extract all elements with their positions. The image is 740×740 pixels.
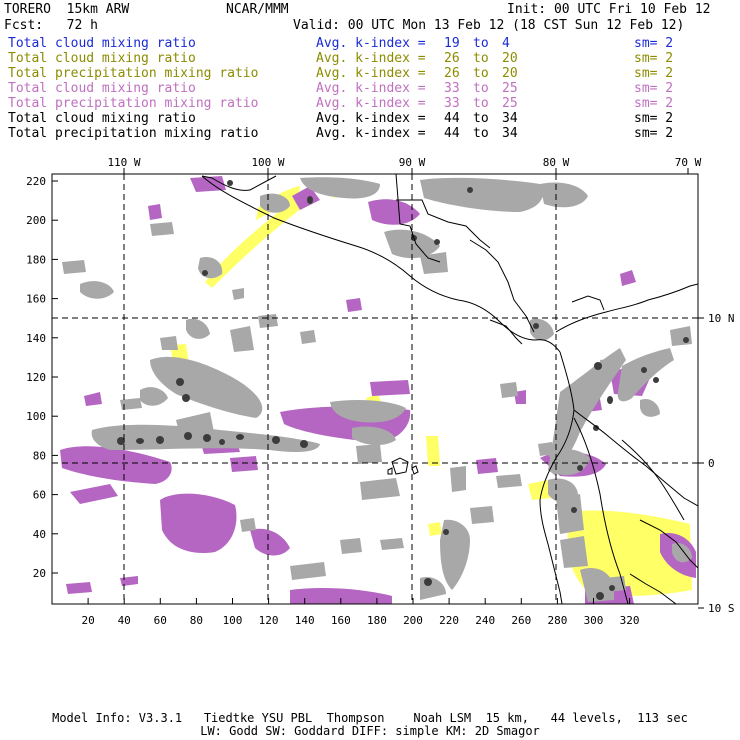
legend-kindex-start: 33 (444, 81, 460, 96)
legend-field: Total cloud mixing ratio (8, 51, 196, 66)
legend-to: to (473, 111, 489, 126)
x-tick-label: 100 (223, 614, 243, 627)
legend-kindex-label: Avg. k-index = (316, 81, 426, 96)
lat-label: 0 (708, 457, 715, 470)
lat-label: 10 N (708, 312, 735, 325)
y-tick-label: 200 (26, 214, 46, 227)
legend-smoothing: sm= 2 (634, 66, 674, 81)
legend-kindex-start: 44 (444, 126, 460, 141)
axis-ticks (52, 168, 704, 609)
legend-kindex-start: 26 (444, 66, 460, 81)
legend-kindex-end: 34 (502, 111, 518, 126)
x-tick-label: 180 (367, 614, 387, 627)
legend-field: Total cloud mixing ratio (8, 36, 196, 51)
y-tick-label: 100 (26, 410, 46, 423)
x-tick-label: 80 (190, 614, 203, 627)
x-tick-label: 260 (511, 614, 531, 627)
legend-field: Total precipitation mixing ratio (8, 96, 259, 111)
legend-to: to (473, 36, 489, 51)
legend-kindex-end: 25 (502, 96, 518, 111)
legend-to: to (473, 126, 489, 141)
x-tick-label: 20 (81, 614, 94, 627)
legend-kindex-end: 25 (502, 81, 518, 96)
lon-label: 70 W (675, 156, 702, 169)
legend-smoothing: sm= 2 (634, 81, 674, 96)
lat-label: 10 S (708, 602, 735, 615)
x-tick-label: 220 (439, 614, 459, 627)
axis-tick-labels: 20 40 60 80 100 120 140 160 180 200 220 240 260 280 30… (26, 156, 734, 627)
legend-field: Total cloud mixing ratio (8, 111, 196, 126)
legend-to: to (473, 51, 489, 66)
y-tick-label: 120 (26, 371, 46, 384)
y-tick-label: 20 (33, 567, 46, 580)
legend-to: to (473, 96, 489, 111)
legend-kindex-label: Avg. k-index = (316, 111, 426, 126)
legend-smoothing: sm= 2 (634, 126, 674, 141)
valid-time: Valid: 00 UTC Mon 13 Feb 12 (18 CST Sun … (293, 18, 685, 33)
x-tick-label: 320 (620, 614, 640, 627)
legend-kindex-end: 34 (502, 126, 518, 141)
x-tick-label: 140 (295, 614, 315, 627)
legend-smoothing: sm= 2 (634, 96, 674, 111)
legend-kindex-start: 44 (444, 111, 460, 126)
legend-smoothing: sm= 2 (634, 111, 674, 126)
y-tick-label: 60 (33, 489, 46, 502)
x-tick-label: 160 (331, 614, 351, 627)
coastline-outlines (201, 174, 698, 604)
legend-field: Total cloud mixing ratio (8, 81, 196, 96)
legend-to: to (473, 81, 489, 96)
model-info-line1: Model Info: V3.3.1 Tiedtke YSU PBL Thomp… (52, 711, 688, 725)
legend-kindex-label: Avg. k-index = (316, 66, 426, 81)
x-tick-label: 60 (154, 614, 167, 627)
legend-kindex-label: Avg. k-index = (316, 126, 426, 141)
legend-kindex-start: 26 (444, 51, 460, 66)
map-frame (51, 173, 699, 605)
y-tick-label: 220 (26, 175, 46, 188)
map-field-layer (60, 174, 698, 604)
lon-label: 100 W (251, 156, 284, 169)
model-title: TORERO 15km ARW (4, 2, 130, 17)
y-tick-label: 180 (26, 253, 46, 266)
legend-kindex-start: 19 (444, 36, 460, 51)
legend-kindex-start: 33 (444, 96, 460, 111)
x-tick-label: 280 (547, 614, 567, 627)
y-tick-label: 40 (33, 528, 46, 541)
legend-field: Total precipitation mixing ratio (8, 66, 259, 81)
lon-label: 80 W (543, 156, 570, 169)
model-info-line2: LW: Godd SW: Goddard DIFF: simple KM: 2D… (200, 724, 540, 738)
x-tick-label: 240 (475, 614, 495, 627)
organization: NCAR/MMM (226, 2, 289, 17)
forecast-hour: Fcst: 72 h (4, 18, 98, 33)
cloud-gray-shading (62, 177, 692, 602)
legend-kindex-end: 20 (502, 51, 518, 66)
legend-kindex-end: 4 (502, 36, 510, 51)
legend-kindex-end: 20 (502, 66, 518, 81)
x-tick-label: 120 (259, 614, 279, 627)
y-tick-label: 160 (26, 293, 46, 306)
y-tick-label: 80 (33, 449, 46, 462)
legend-kindex-label: Avg. k-index = (316, 96, 426, 111)
legend-kindex-label: Avg. k-index = (316, 51, 426, 66)
x-tick-label: 200 (403, 614, 423, 627)
legend-field: Total precipitation mixing ratio (8, 126, 259, 141)
legend-smoothing: sm= 2 (634, 36, 674, 51)
legend-smoothing: sm= 2 (634, 51, 674, 66)
y-tick-label: 140 (26, 332, 46, 345)
legend-kindex-label: Avg. k-index = (316, 36, 426, 51)
x-tick-label: 40 (118, 614, 131, 627)
lon-label: 90 W (399, 156, 426, 169)
cloud-core-dark-shading (117, 180, 689, 600)
legend-to: to (473, 66, 489, 81)
init-time: Init: 00 UTC Fri 10 Feb 12 (507, 2, 711, 17)
lon-label: 110 W (107, 156, 140, 169)
x-tick-label: 300 (584, 614, 604, 627)
lat-lon-grid (52, 174, 698, 604)
